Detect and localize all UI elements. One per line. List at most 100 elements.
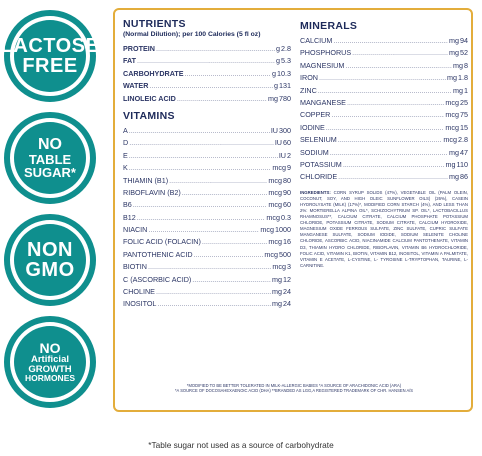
- nutrient-name: IODINE: [300, 122, 325, 132]
- nutrition-row: E IU2: [123, 150, 291, 162]
- left-column: NUTRIENTS (Normal Dilution); per 100 Cal…: [123, 18, 291, 311]
- amount-value: 75: [460, 110, 468, 120]
- nutrient-name: SODIUM: [300, 147, 329, 157]
- dot-leader: [326, 122, 445, 134]
- amount-value: 9: [287, 163, 291, 173]
- amount-value: 131: [279, 81, 291, 91]
- dot-leader: [129, 162, 272, 174]
- unit-label: mcg: [445, 110, 459, 120]
- unit-label: IU: [270, 125, 278, 135]
- nutrient-name: D: [123, 138, 129, 148]
- badge-line: GROWTH: [28, 363, 72, 375]
- unit-label: IU: [274, 138, 282, 148]
- nutrient-name: A: [123, 125, 128, 135]
- unit-label: mg: [268, 93, 278, 103]
- sugar-footnote: *Table sugar not used as a source of car…: [148, 440, 334, 450]
- amount-value: 5.3: [281, 56, 291, 66]
- badge-line: GMO: [25, 259, 75, 281]
- nutrient-name: E: [123, 150, 128, 160]
- dot-leader: [177, 93, 267, 105]
- nutrition-panel: NUTRIENTS (Normal Dilution); per 100 Cal…: [113, 8, 473, 412]
- unit-label: mcg: [272, 163, 286, 173]
- ingredients-body: CORN SYRUP SOLIDS (47%), VEGETABLE OIL (…: [300, 189, 468, 268]
- badge-line: HORMONES: [24, 373, 76, 384]
- footnote: *MODIFIED TO BE BETTER TOLERATED IN MILK…: [186, 383, 402, 388]
- nutrient-name: PROTEIN: [123, 44, 155, 53]
- amount-value: 3: [287, 262, 291, 272]
- dot-leader: [319, 72, 446, 84]
- minerals-list: CALCIUMmg94PHOSPHORUSmg52MAGNESIUMmg8IRO…: [300, 35, 468, 184]
- amount-value: 8: [464, 60, 468, 70]
- amount-value: 86: [460, 172, 468, 182]
- nutrient-name: C (ASCORBIC ACID): [123, 274, 192, 284]
- amount-value: 110: [456, 159, 468, 169]
- badge-line: FREE: [22, 55, 78, 77]
- nutrient-name: B12: [123, 212, 136, 222]
- unit-label: mg: [447, 73, 457, 83]
- nutrient-name: PANTOTHENIC ACID: [123, 249, 193, 259]
- nutrient-name: K: [123, 163, 128, 173]
- nutrient-name: MANGANESE: [300, 97, 346, 107]
- dot-leader: [157, 298, 271, 310]
- unit-label: mcg: [268, 175, 282, 185]
- dot-leader: [343, 159, 445, 171]
- amount-value: 1000: [275, 225, 291, 235]
- amount-value: 94: [460, 36, 468, 45]
- unit-label: mg: [449, 36, 459, 45]
- dot-leader: [148, 224, 259, 236]
- unit-label: g: [276, 56, 280, 66]
- minerals-heading: MINERALS: [300, 20, 358, 32]
- nutrient-name: INOSITOL: [123, 299, 157, 309]
- nutrition-row: ZINC mg1: [300, 85, 468, 97]
- dot-leader: [338, 171, 448, 183]
- unit-label: g: [276, 44, 280, 53]
- unit-label: IU: [278, 150, 286, 160]
- unit-label: mcg: [264, 249, 278, 259]
- nutrient-name: LINOLEIC ACID: [123, 93, 176, 103]
- unit-label: mg: [453, 85, 463, 95]
- nutrient-name: THIAMIN (B1): [123, 175, 169, 185]
- badge-line: LACTOSE: [0, 34, 100, 57]
- unit-label: mg: [449, 172, 459, 182]
- nutrient-name: PHOSPHORUS: [300, 48, 352, 58]
- badge-line: Artificial: [30, 354, 69, 366]
- dot-leader: [192, 274, 271, 286]
- amount-value: 16: [283, 237, 291, 247]
- unit-label: mcg: [443, 135, 457, 145]
- amount-value: 15: [460, 122, 468, 132]
- no-artificial-growth-hormones-badge: NO Artificial GROWTH HORMONES: [4, 316, 96, 408]
- unit-label: g: [274, 81, 278, 91]
- dot-leader: [137, 55, 275, 67]
- badge-line: TABLE: [28, 151, 72, 167]
- unit-label: mcg: [445, 122, 459, 132]
- no-table-sugar-badge: NO TABLE SUGAR*: [4, 112, 96, 204]
- unit-label: mg: [272, 287, 282, 297]
- unit-label: mcg: [268, 187, 282, 197]
- amount-value: 1.8: [458, 73, 468, 83]
- amount-value: 24: [283, 299, 291, 309]
- dot-leader: [148, 261, 271, 273]
- nutrient-name: ZINC: [300, 85, 317, 95]
- amount-value: 12: [283, 274, 291, 284]
- claim-badges: LACTOSE FREE NO TABLE SUGAR* NON GMO NO …: [0, 0, 110, 420]
- nutrient-name: SELENIUM: [300, 135, 337, 145]
- unit-label: mg: [449, 147, 459, 157]
- dot-leader: [331, 109, 444, 121]
- amount-value: 10.3: [277, 68, 291, 78]
- nutrient-name: COPPER: [300, 110, 331, 120]
- nutrient-name: MAGNESIUM: [300, 60, 345, 70]
- nutrient-name: BIOTIN: [123, 262, 147, 272]
- badge-line: NO: [39, 339, 61, 356]
